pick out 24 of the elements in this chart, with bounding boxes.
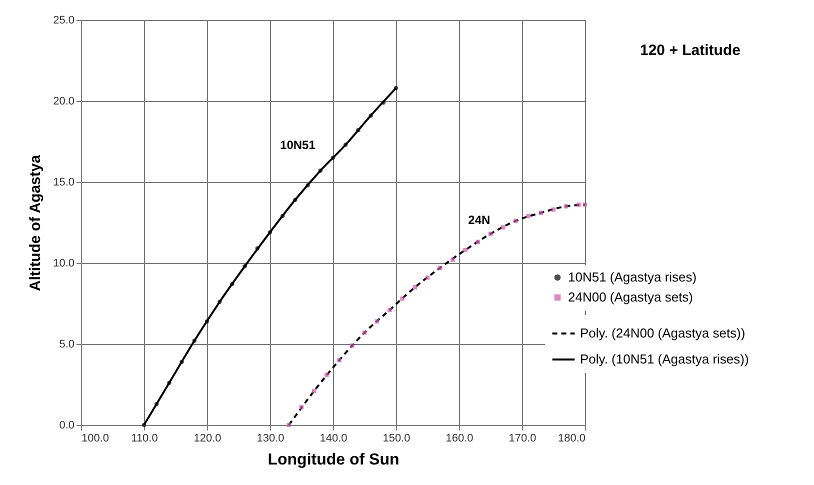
legend-label: Poly. (24N00 (Agastya sets)) [580,326,746,340]
y-tick-label: 0.0 [59,420,74,432]
x-tick-label: 170.0 [508,432,536,444]
x-tick-label: 150.0 [382,432,410,444]
y-tick-label: 15.0 [53,176,74,188]
y-axis-title: Altitude of Agastya [27,154,44,292]
x-axis-title: Longitude of Sun [268,452,400,468]
y-tick-label: 10.0 [53,258,74,270]
x-tick-label: 180.0 [558,432,586,444]
legend-label: 24N00 (Agastya sets) [568,290,694,304]
legend-label: Poly. (10N51 (Agastya rises)) [580,352,749,366]
legend-label: 10N51 (Agastya rises) [568,270,697,284]
annotation: 24N [468,213,490,227]
text: 120 + Latitude [640,42,740,59]
x-tick-label: 110.0 [131,432,158,444]
annotation: 10N51 [280,138,316,152]
y-tick-label: 25.0 [53,14,74,26]
x-tick-label: 100.0 [82,432,110,444]
y-tick-label: 20.0 [53,96,74,108]
x-tick-label: 120.0 [194,432,222,444]
x-tick-label: 140.0 [320,432,348,444]
y-tick-label: 5.0 [59,338,74,350]
x-tick-label: 130.0 [256,432,284,444]
x-tick-label: 160.0 [446,432,474,444]
